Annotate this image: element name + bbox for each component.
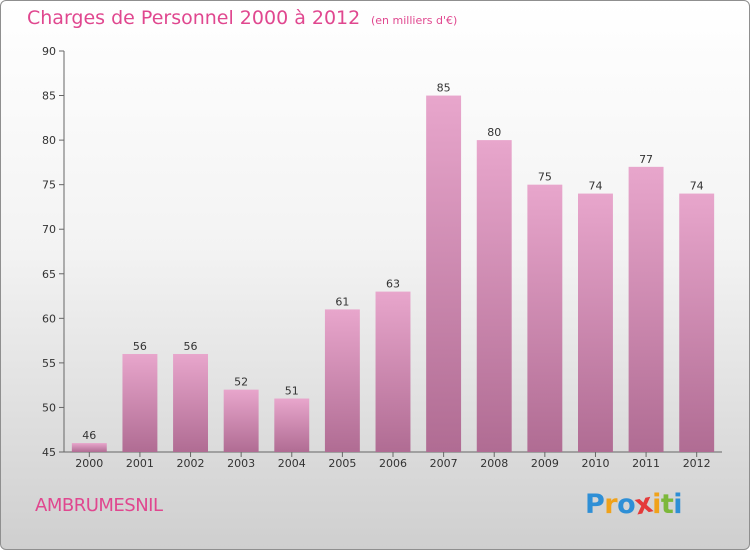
logo-letter: i	[652, 489, 661, 520]
y-tick-label: 85	[42, 90, 56, 103]
bar-2009	[527, 184, 563, 452]
x-tick-label-2008: 2008	[480, 457, 508, 470]
bar-2010	[577, 193, 613, 453]
data-label-2004: 51	[285, 385, 299, 398]
x-axis: 2000 2001 2002 2003 2004 2005 2006 2007 2008 2009…	[64, 451, 722, 470]
x-tick-label-2005: 2005	[328, 457, 356, 470]
bar-2008	[476, 140, 512, 452]
x-tick-label-2006: 2006	[379, 457, 407, 470]
x-tick-label-2003: 2003	[227, 457, 255, 470]
data-label-2000: 46	[82, 429, 96, 442]
bar-2004	[274, 398, 310, 452]
data-labels: 46 56 56 52 51 61 63 85 80 75 74 77 74	[82, 82, 703, 443]
x-tick-label-2000: 2000	[75, 457, 103, 470]
data-label-2012: 74	[690, 180, 704, 193]
bar-2003	[223, 389, 259, 452]
data-label-2002: 56	[184, 340, 198, 353]
y-tick-label: 55	[42, 357, 56, 370]
logo-letter: r	[604, 489, 618, 520]
data-label-2006: 63	[386, 278, 400, 291]
data-label-2008: 80	[487, 126, 501, 139]
x-tick-label-2012: 2012	[683, 457, 711, 470]
logo-letter: o	[617, 489, 636, 520]
x-tick-label-2001: 2001	[126, 457, 154, 470]
x-tick-label-2011: 2011	[632, 457, 660, 470]
y-tick-label: 60	[42, 312, 56, 325]
bar-2007	[426, 95, 462, 453]
logo-letter: i	[673, 489, 683, 520]
data-label-2005: 61	[335, 295, 349, 308]
y-tick-label: 80	[42, 134, 56, 147]
y-tick-label: 65	[42, 268, 56, 281]
bar-2001	[122, 353, 158, 452]
y-tick-label: 70	[42, 223, 56, 236]
data-label-2003: 52	[234, 376, 248, 389]
y-axis: 45 50 55 60 65 70 75 80 85 90	[42, 45, 65, 459]
data-label-2007: 85	[437, 82, 451, 95]
bar-2006	[375, 291, 411, 452]
bar-2000	[71, 443, 107, 452]
bars	[71, 95, 715, 453]
chart-title: Charges de Personnel 2000 à 2012	[27, 7, 361, 29]
x-tick-label-2002: 2002	[177, 457, 205, 470]
place-name: AMBRUMESNIL	[35, 495, 163, 516]
bar-2011	[628, 166, 664, 452]
data-label-2001: 56	[133, 340, 147, 353]
proxiti-logo: Proxiti	[585, 488, 683, 522]
data-label-2009: 75	[538, 171, 552, 184]
y-tick-label: 75	[42, 179, 56, 192]
logo-letter: t	[660, 489, 674, 520]
data-label-2010: 74	[588, 180, 602, 193]
x-tick-label-2004: 2004	[278, 457, 306, 470]
bar-2005	[324, 309, 360, 452]
y-tick-label: 50	[42, 401, 56, 414]
y-tick-label: 90	[42, 45, 56, 58]
x-tick-label-2009: 2009	[531, 457, 559, 470]
logo-letter: P	[585, 489, 605, 520]
bar-2002	[173, 353, 209, 452]
data-label-2011: 77	[639, 153, 653, 166]
bar-2012	[679, 193, 715, 453]
chart-subtitle: (en milliers d'€)	[371, 14, 458, 27]
y-tick-label: 45	[42, 446, 56, 459]
x-tick-label-2007: 2007	[430, 457, 458, 470]
x-tick-label-2010: 2010	[581, 457, 609, 470]
